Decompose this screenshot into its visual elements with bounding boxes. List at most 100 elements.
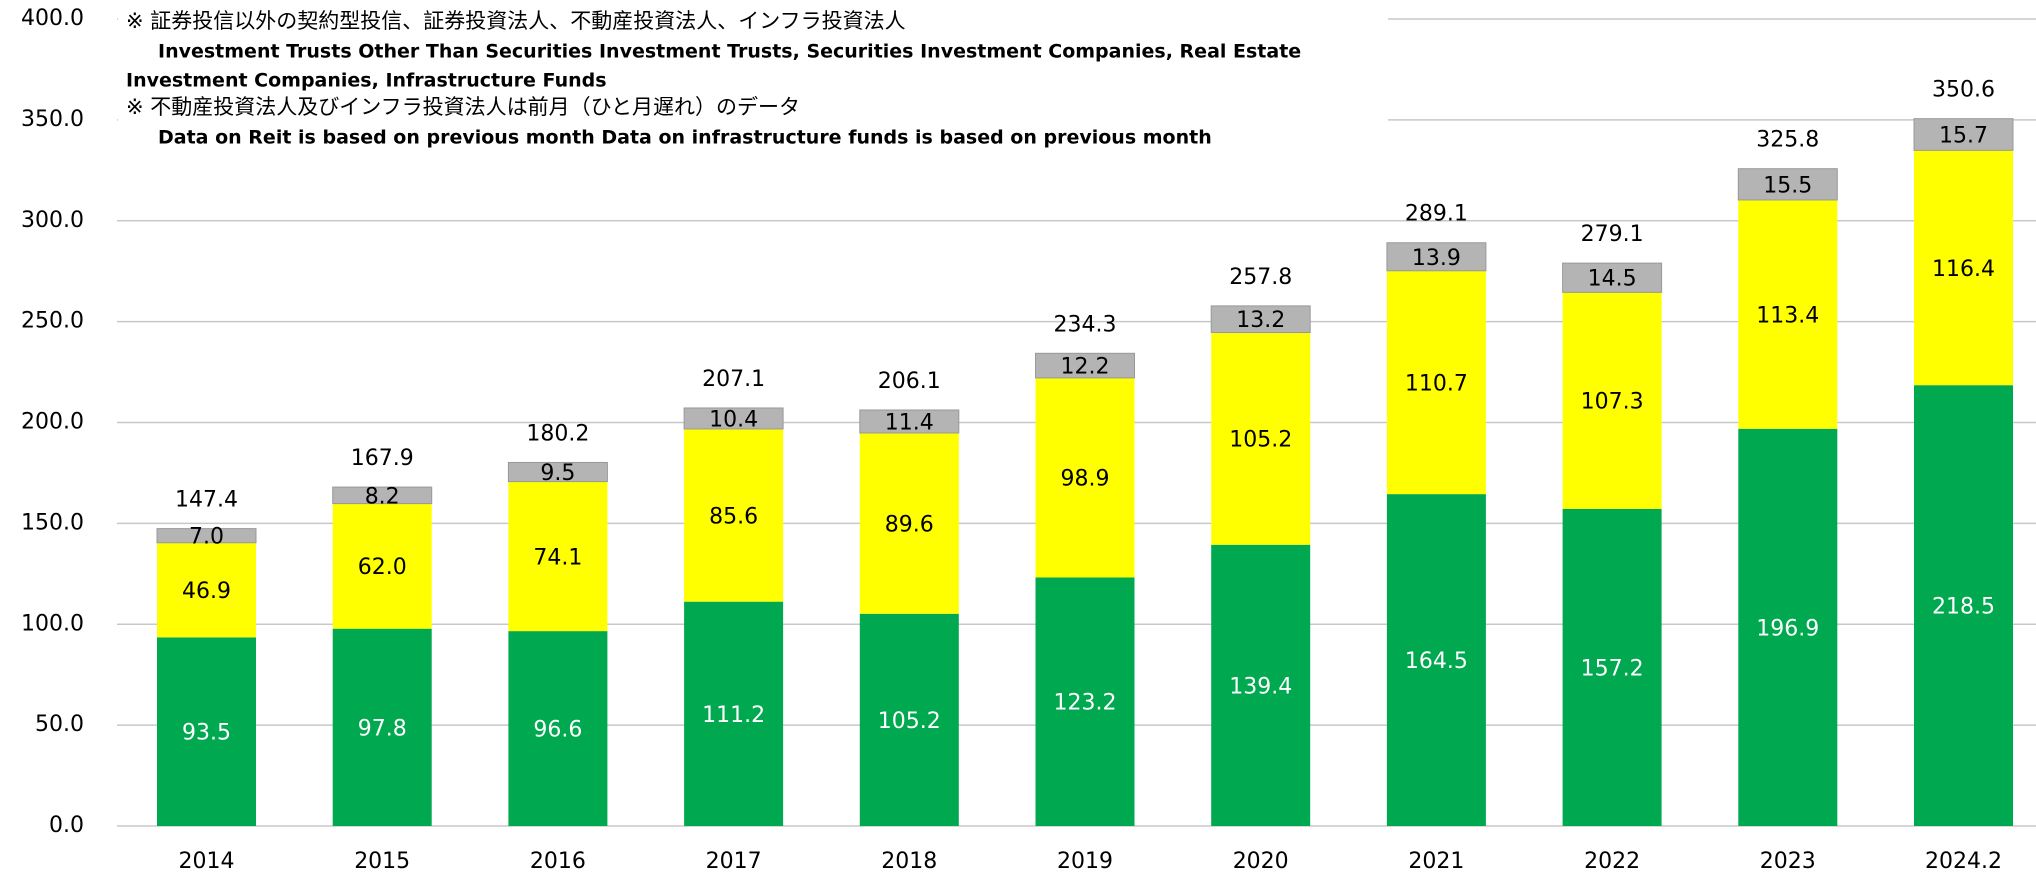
x-tick-label: 2023 [1760,849,1816,872]
y-tick-label: 350.0 [21,107,84,132]
value-label: 89.6 [885,512,934,537]
value-label: 107.3 [1581,390,1644,415]
y-tick-label: 50.0 [35,712,84,737]
x-tick-label: 2015 [354,849,410,872]
value-label: 164.5 [1405,649,1468,674]
bar-segment [507,461,608,483]
value-label: 93.5 [182,721,231,746]
value-label: 105.2 [1229,428,1292,453]
x-tick-label: 2020 [1233,849,1289,872]
annotation: ※ 証券投信以外の契約型投信、証券投資法人、不動産投資法人、インフラ投資法人 [126,9,906,33]
value-label: 96.6 [533,718,582,743]
bar-segment [332,503,432,629]
bar-segment [859,613,959,826]
value-label: 15.7 [1939,124,1988,149]
bar-segment [1035,377,1135,578]
y-tick-label: 200.0 [21,410,84,435]
total-label: 234.3 [1054,312,1117,337]
bar-segment [508,631,608,826]
value-label: 98.9 [1061,467,1110,492]
total-label: 325.8 [1756,128,1819,153]
value-label: 139.4 [1229,674,1292,699]
bar-segment [1211,544,1311,826]
bar-segment [683,407,784,430]
bar-segment [1211,332,1311,545]
total-label: 289.1 [1405,202,1468,227]
value-label: 7.0 [189,525,224,550]
y-tick-label: 400.0 [21,6,84,31]
bar-segment [1562,508,1662,826]
value-label: 15.5 [1763,173,1812,198]
bar-segment [332,628,432,826]
x-tick-label: 2022 [1584,849,1640,872]
bar-segment [1035,577,1135,826]
bar-segment [1914,385,2013,826]
bar-segment [1562,292,1662,509]
bar-segment [1386,270,1486,495]
x-tick-label: 2021 [1408,849,1464,872]
value-label: 74.1 [533,545,582,570]
value-label: 13.2 [1236,308,1285,333]
value-label: 105.2 [878,709,941,734]
value-label: 9.5 [540,461,575,486]
value-label: 113.4 [1756,303,1819,328]
total-label: 206.1 [878,369,941,394]
bar-segment [157,542,256,638]
bar-segment [1386,242,1487,272]
x-tick-label: 2017 [706,849,762,872]
x-tick-label: 2019 [1057,849,1113,872]
bar-segment [1914,150,2013,386]
bar-segment [859,432,959,614]
total-label: 257.8 [1229,265,1292,290]
annotation: Data on Reit is based on previous month … [158,127,1212,149]
total-label: 350.6 [1932,78,1995,103]
y-tick-label: 0.0 [49,813,84,838]
bar-segment [1210,305,1311,334]
bar-segment [1035,352,1135,379]
value-label: 13.9 [1412,246,1461,271]
value-label: 8.2 [365,484,400,509]
y-tick-label: 100.0 [21,611,84,636]
x-tick-label: 2018 [881,849,937,872]
total-label: 279.1 [1581,222,1644,247]
value-label: 97.8 [358,716,407,741]
bar-segment [332,486,433,505]
x-tick-label: 2014 [179,849,235,872]
bar-segment [508,481,608,632]
bar-segment [1737,168,1838,201]
value-label: 111.2 [702,703,765,728]
bar-segment [684,428,784,602]
bar-segment [156,528,257,544]
value-label: 196.9 [1756,616,1819,641]
y-tick-label: 150.0 [21,510,84,535]
value-label: 11.4 [885,410,934,435]
value-label: 110.7 [1405,371,1468,396]
x-tick-label: 2016 [530,849,586,872]
bar-segment [1562,262,1663,293]
y-tick-label: 250.0 [21,309,84,334]
note-background [118,0,1388,152]
x-tick-label: 2024.2 [1925,849,2002,872]
y-tick-label: 300.0 [21,208,84,233]
annotation: Investment Trusts Other Than Securities … [158,41,1301,63]
total-label: 167.9 [351,446,414,471]
annotation: Investment Companies, Infrastructure Fun… [126,70,607,92]
bar-segment [684,601,784,826]
annotation: ※ 不動産投資法人及びインフラ投資法人は前月（ひと月遅れ）のデータ [126,95,800,119]
bar-segment [1738,428,1838,826]
value-label: 12.2 [1061,355,1110,380]
total-label: 207.1 [702,367,765,392]
value-label: 123.2 [1054,691,1117,716]
bar-segment [1386,494,1486,826]
total-label: 147.4 [175,488,238,513]
value-label: 10.4 [709,407,758,432]
value-label: 14.5 [1588,267,1637,292]
value-label: 62.0 [358,555,407,580]
bar-segment [1913,118,2014,151]
bar-segment [1738,199,1838,429]
value-label: 116.4 [1932,257,1995,282]
total-label: 180.2 [526,421,589,446]
bar-segment [859,409,960,434]
bar-segment [157,637,256,826]
